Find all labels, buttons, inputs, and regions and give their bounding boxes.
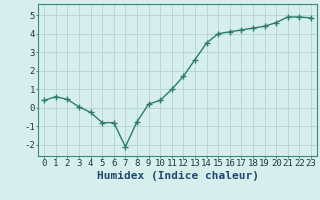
X-axis label: Humidex (Indice chaleur): Humidex (Indice chaleur) bbox=[97, 171, 259, 181]
